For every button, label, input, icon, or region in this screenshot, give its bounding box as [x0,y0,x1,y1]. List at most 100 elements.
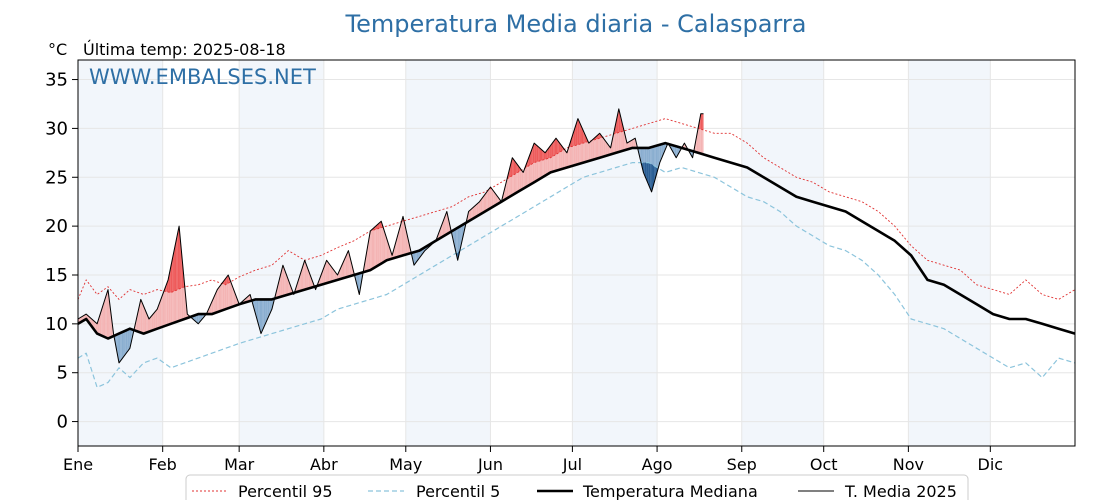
fill-below-median [261,299,263,334]
fill-below-median [198,314,200,324]
fill-above-median [631,139,633,149]
fill-above-median [603,138,606,157]
fill-above-p95 [379,221,382,229]
fill-above-p95 [580,124,582,144]
x-tick-label: Oct [810,455,838,474]
fill-above-median [144,309,147,334]
fill-above-median [612,134,614,155]
fill-above-median [495,194,498,205]
series-lines [77,108,1076,388]
fill-above-p95 [584,133,587,143]
fill-above-median [587,140,589,162]
fill-above-median [222,280,225,311]
fill-above-median [285,272,287,296]
fill-above-median [101,306,103,337]
fill-above-median [300,268,302,291]
fill-above-median [334,271,337,281]
fill-above-median [565,151,567,168]
fill-above-p95 [177,226,180,290]
fill-above-p95 [513,159,516,175]
fill-above-median [284,268,286,296]
fill-above-median [596,134,599,159]
fill-above-p95 [546,149,548,159]
fill-above-median [490,187,492,209]
fill-above-median [609,146,611,155]
fill-above-median [478,201,480,216]
fill-above-p95 [551,141,554,157]
fill-above-median [562,147,565,169]
fill-above-median [629,140,632,149]
fill-above-p95 [540,149,543,161]
fill-below-median [195,314,197,323]
fill-above-p95 [509,163,511,178]
fill-above-median [348,250,350,277]
fill-above-p95 [571,135,573,147]
fill-above-median [286,276,289,295]
y-tick-label: 25 [45,167,68,188]
fill-below-median [123,331,125,358]
fill-above-median [154,310,156,330]
fill-above-median [232,285,234,307]
fill-above-median [566,148,569,168]
fill-above-median [151,314,154,331]
fill-above-median [632,138,634,148]
y-axis: 0 5 10 15 20 25 30 35 [45,70,78,433]
fill-above-p95 [512,157,514,176]
y-tick-label: 15 [45,265,68,286]
series-line-p95 [77,118,1076,300]
fill-above-median [106,289,109,339]
fill-above-median [401,216,404,256]
x-tick-label: May [389,455,422,474]
fill-above-p95 [549,145,551,159]
fill-above-p95 [539,147,541,161]
fill-below-median [359,272,361,295]
fill-above-median [586,136,588,162]
fill-above-median [521,170,524,190]
fill-above-median [215,289,218,313]
fill-above-median [280,270,282,297]
fill-above-median [143,305,145,334]
x-axis: Ene Feb Mar Abr May Jun Jul Ago Sep Oct Nov Dic [63,446,1003,474]
fill-below-median [267,299,270,319]
fill-above-median [396,235,398,258]
fill-above-median [149,317,151,332]
fill-below-median [254,299,256,315]
fill-above-p95 [702,113,704,131]
fill-above-median [489,187,491,210]
fill-above-median [370,229,372,271]
fill-above-median [520,168,522,191]
fill-above-p95 [531,146,533,165]
fill-below-median [459,226,461,255]
fill-above-p95 [554,138,557,156]
fill-above-median [381,221,383,264]
fill-above-median [468,210,470,222]
plot-frame [77,59,1076,447]
month-band [741,60,824,446]
y-tick-label: 20 [45,216,68,237]
fill-above-median [475,204,477,218]
fill-above-median [332,267,334,282]
fill-above-median [483,194,485,213]
fill-above-p95 [558,141,561,153]
fill-above-p95 [547,147,550,159]
fill-above-median [304,260,307,290]
fill-below-median [196,314,199,324]
fill-above-median [213,295,215,314]
fill-below-median [263,299,266,328]
fill-below-median [461,224,464,243]
x-tick-label: Dic [978,455,1004,474]
fill-above-median [248,294,251,302]
fill-above-median [448,217,450,234]
fill-above-p95 [543,151,546,160]
fill-below-median [416,250,419,262]
fill-above-median [214,292,216,314]
fill-above-median [601,135,603,158]
fill-above-median [375,224,378,267]
fill-above-median [233,289,236,307]
fill-above-p95 [576,118,578,146]
x-tick-label: Sep [727,455,757,474]
fill-above-p95 [538,146,540,162]
fill-above-p95 [534,143,536,163]
fill-above-median [594,136,596,160]
fill-above-p95 [536,145,539,162]
